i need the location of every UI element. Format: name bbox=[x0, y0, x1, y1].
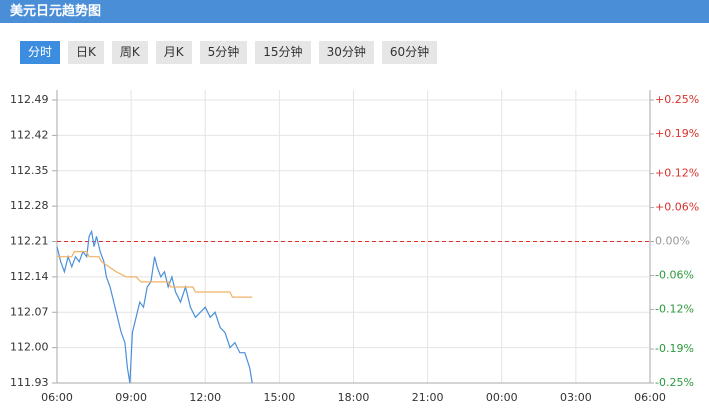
tab[interactable]: 5分钟 bbox=[199, 41, 248, 64]
y-tick-label: 112.07 bbox=[10, 305, 49, 318]
y-tick-label: 112.35 bbox=[10, 164, 49, 177]
y-tick-label: 111.93 bbox=[10, 376, 49, 389]
x-tick-label: 03:00 bbox=[560, 391, 592, 404]
tab[interactable]: 15分钟 bbox=[255, 41, 311, 64]
y2-tick-label: -0.06% bbox=[655, 268, 694, 281]
x-tick-label: 18:00 bbox=[338, 391, 370, 404]
x-tick-label: 15:00 bbox=[264, 391, 296, 404]
y-tick-label: 112.14 bbox=[10, 270, 49, 283]
y-tick-label: 112.42 bbox=[10, 128, 49, 141]
x-tick-label: 09:00 bbox=[115, 391, 147, 404]
y-tick-label: 112.00 bbox=[10, 341, 49, 354]
x-tick-label: 06:00 bbox=[41, 391, 73, 404]
x-tick-label: 00:00 bbox=[486, 391, 518, 404]
y2-tick-label: +0.25% bbox=[655, 93, 699, 106]
price-line bbox=[56, 229, 253, 384]
tab[interactable]: 月K bbox=[155, 41, 192, 64]
y2-tick-label: +0.12% bbox=[655, 167, 699, 180]
tab[interactable]: 60分钟 bbox=[381, 41, 438, 64]
x-tick-label: 12:00 bbox=[189, 391, 221, 404]
tab[interactable]: 周K bbox=[111, 41, 148, 64]
tab-bar: 分时 日K 周K 月K 5分钟 15分钟 30分钟 60分钟 bbox=[20, 41, 438, 64]
y2-tick-label: +0.06% bbox=[655, 201, 699, 214]
y2-tick-label: 0.00% bbox=[655, 235, 690, 248]
price-line bbox=[57, 251, 253, 298]
y-tick-label: 112.21 bbox=[10, 235, 49, 248]
tab[interactable]: 30分钟 bbox=[318, 41, 374, 64]
tab[interactable]: 分时 bbox=[20, 41, 61, 64]
y2-tick-label: -0.12% bbox=[655, 302, 694, 315]
x-tick-label: 06:00 bbox=[634, 391, 666, 404]
y-tick-label: 112.49 bbox=[10, 93, 49, 106]
y-tick-label: 112.28 bbox=[10, 199, 49, 212]
x-tick-label: 21:00 bbox=[412, 391, 444, 404]
y2-tick-label: -0.19% bbox=[655, 342, 694, 355]
tab[interactable]: 日K bbox=[68, 41, 104, 64]
y2-tick-label: -0.25% bbox=[655, 376, 694, 389]
y2-tick-label: +0.19% bbox=[655, 127, 699, 140]
header-title: 美元日元趋势图 bbox=[0, 0, 709, 23]
